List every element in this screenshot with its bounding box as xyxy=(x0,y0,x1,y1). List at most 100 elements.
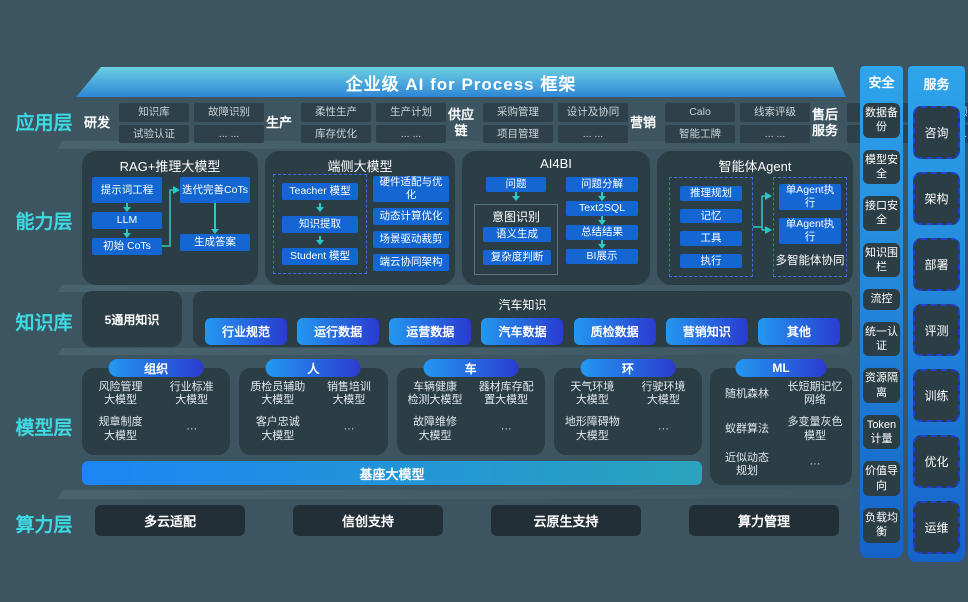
down-arrow-icon xyxy=(123,229,131,238)
compute-item: 算力管理 xyxy=(689,505,839,536)
panel-title: AI4BI xyxy=(540,156,572,171)
model-group-org: 组织 风险管理 大模型 行业标准 大模型 规章制度 大模型 ··· xyxy=(82,359,231,455)
model-item: ··· xyxy=(186,422,198,435)
model-cells: 天气环境 大模型 行驶环境 大模型 地形障碍物 大模型 ··· xyxy=(558,381,698,443)
model-item: 风险管理 大模型 xyxy=(98,381,143,407)
knowledge-layer-row: 5通用知识 汽车知识 行业规范 运行数据 运营数据 汽车数据 质检数据 营销知识… xyxy=(82,291,852,347)
general-knowledge-box: 5通用知识 xyxy=(82,291,182,347)
flow-node: 单Agent执行 xyxy=(779,184,841,210)
app-chip: 故障识别 xyxy=(194,103,264,122)
compute-item: 信创支持 xyxy=(293,505,443,536)
model-item: 蚁群算法 xyxy=(725,422,769,435)
service-item: 咨询 xyxy=(913,106,960,159)
security-item: 价值导向 xyxy=(863,461,900,497)
down-arrow-icon xyxy=(211,203,219,234)
panel-title: 端侧大模型 xyxy=(327,159,393,174)
model-groups-area: 组织 风险管理 大模型 行业标准 大模型 规章制度 大模型 ··· 人 质检员辅… xyxy=(82,359,702,485)
rag-left-flow: 提示词工程 LLM 初始 CoTs xyxy=(92,177,162,255)
flow-node: 推理规划 xyxy=(680,186,742,201)
service-item: 运维 xyxy=(913,501,960,555)
flow-node: 记忆 xyxy=(680,208,742,224)
flow-node: 场景驱动裁剪 xyxy=(373,231,449,248)
security-item: 数据备份 xyxy=(863,103,900,138)
security-item: 负载均衡 xyxy=(863,508,900,543)
service-item: 训练 xyxy=(913,369,960,423)
service-item: 评测 xyxy=(913,303,960,357)
security-item: 统一认证 xyxy=(863,321,900,357)
app-chip: 项目管理 xyxy=(483,124,553,143)
model-item: 地形障碍物 大模型 xyxy=(564,416,620,442)
compute-layer-row: 多云适配 信创支持 云原生支持 算力管理 xyxy=(82,505,852,536)
app-group-label: 供应链 xyxy=(447,107,474,138)
security-item: 模型安全 xyxy=(863,149,900,185)
model-groups: 组织 风险管理 大模型 行业标准 大模型 规章制度 大模型 ··· 人 质检员辅… xyxy=(82,359,702,455)
flow-node: 单Agent执行 xyxy=(779,218,841,244)
flow-node: BI展示 xyxy=(566,249,638,264)
model-group-ml: ML 随机森林 长短期记忆 网络 蚁群算法 多变量灰色 模型 近似动态 规划 ·… xyxy=(710,359,852,485)
down-arrow-icon xyxy=(316,203,324,213)
knowledge-chip: 运行数据 xyxy=(297,318,380,345)
model-item: 车辆健康 检测大模型 xyxy=(407,381,463,407)
ai4bi-pipeline: 问题分解 Text2SQL 总结结果 BI展示 xyxy=(566,177,638,264)
service-item: 部署 xyxy=(913,237,960,291)
model-group-environment: 环 天气环境 大模型 行驶环境 大模型 地形障碍物 大模型 ··· xyxy=(553,359,702,455)
app-chip: 生产计划 xyxy=(376,103,446,122)
security-item: 知识围栏 xyxy=(863,242,900,278)
compute-item: 云原生支持 xyxy=(491,505,641,536)
app-group-label: 售后服务 xyxy=(811,107,838,138)
app-chip-grid: Calo 线索评级 智能工牌 ... ... xyxy=(665,103,810,143)
app-chip: ... ... xyxy=(376,124,446,143)
flow-node: 执行 xyxy=(680,253,742,269)
flow-node: 问题分解 xyxy=(566,177,638,192)
app-chip-grid: 柔性生产 生产计划 库存优化 ... ... xyxy=(301,103,446,143)
model-item: ··· xyxy=(343,422,355,435)
layer-divider xyxy=(58,348,852,355)
flow-node: 硬件适配与优化 xyxy=(373,176,449,202)
service-item: 优化 xyxy=(913,435,960,489)
model-group-vehicle: 车 车辆健康 检测大模型 器材库存配 置大模型 故障维修 大模型 ··· xyxy=(396,359,545,455)
layer-label-application: 应用层 xyxy=(15,113,73,134)
model-item: 故障维修 大模型 xyxy=(413,416,458,442)
model-item: 近似动态 规划 xyxy=(725,451,769,477)
down-arrow-icon xyxy=(123,203,131,212)
down-arrow-icon xyxy=(512,192,520,201)
model-cells: 随机森林 长短期记忆 网络 蚁群算法 多变量灰色 模型 近似动态 规划 ··· xyxy=(714,381,848,478)
security-column: 安全 数据备份 模型安全 接口安全 知识围栏 流控 统一认证 资源隔离 Toke… xyxy=(860,66,903,558)
knowledge-chip-row: 行业规范 运行数据 运营数据 汽车数据 质检数据 营销知识 其他 xyxy=(193,318,852,345)
flow-node: Student 模型 xyxy=(282,248,358,265)
edge-distill-group: Teacher 模型 知识提取 Student 模型 xyxy=(273,174,367,274)
knowledge-chip: 行业规范 xyxy=(205,318,287,345)
app-group-label: 生产 xyxy=(265,115,292,131)
app-group-marketing: 营销 Calo 线索评级 智能工牌 ... ... xyxy=(628,103,810,143)
auto-knowledge-title: 汽车知识 xyxy=(498,298,547,312)
model-item: 行业标准 大模型 xyxy=(169,381,214,407)
app-chip: 试验认证 xyxy=(119,124,189,143)
app-chip: ... ... xyxy=(558,124,628,143)
panel-ai4bi: AI4BI 问题 意图识别 语义生成 复杂度判断 问题分解 Text2SQL 总… xyxy=(462,151,650,285)
flow-node: 总结结果 xyxy=(566,225,638,240)
app-chip: 柔性生产 xyxy=(301,103,371,122)
down-arrow-icon xyxy=(598,216,606,225)
app-chip-grid: 采购管理 设计及协同 项目管理 ... ... xyxy=(483,103,628,143)
flow-node: 知识提取 xyxy=(282,215,358,233)
intent-group: 意图识别 语义生成 复杂度判断 xyxy=(474,204,558,275)
flow-node: 迭代完善CoTs xyxy=(180,177,250,203)
capability-layer-row: RAG+推理大模型 提示词工程 LLM 初始 CoTs 迭代完善CoTs 生成答… xyxy=(82,151,853,285)
compute-item: 多云适配 xyxy=(95,505,245,536)
model-group-pill: 人 xyxy=(265,359,361,377)
auto-knowledge-box: 汽车知识 行业规范 运行数据 运营数据 汽车数据 质检数据 营销知识 其他 xyxy=(193,291,852,347)
security-item: 资源隔离 xyxy=(863,368,900,403)
app-group-rd: 研发 知识库 故障识别 试验认证 ... ... xyxy=(82,103,264,143)
model-layer-row: 组织 风险管理 大模型 行业标准 大模型 规章制度 大模型 ··· 人 质检员辅… xyxy=(82,359,852,485)
app-group-supplychain: 供应链 采购管理 设计及协同 项目管理 ... ... xyxy=(446,103,628,143)
app-chip: 智能工牌 xyxy=(665,124,735,143)
model-item: 天气环境 大模型 xyxy=(570,381,615,407)
model-item: 销售培训 大模型 xyxy=(326,381,371,407)
app-group-label: 研发 xyxy=(83,115,110,131)
app-chip-grid: 知识库 故障识别 试验认证 ... ... xyxy=(119,103,264,143)
model-item: ··· xyxy=(657,422,669,435)
app-chip: ... ... xyxy=(740,124,810,143)
app-group-production: 生产 柔性生产 生产计划 库存优化 ... ... xyxy=(264,103,446,143)
application-layer-row: 研发 知识库 故障识别 试验认证 ... ... 生产 柔性生产 生产计划 库存… xyxy=(82,100,968,146)
